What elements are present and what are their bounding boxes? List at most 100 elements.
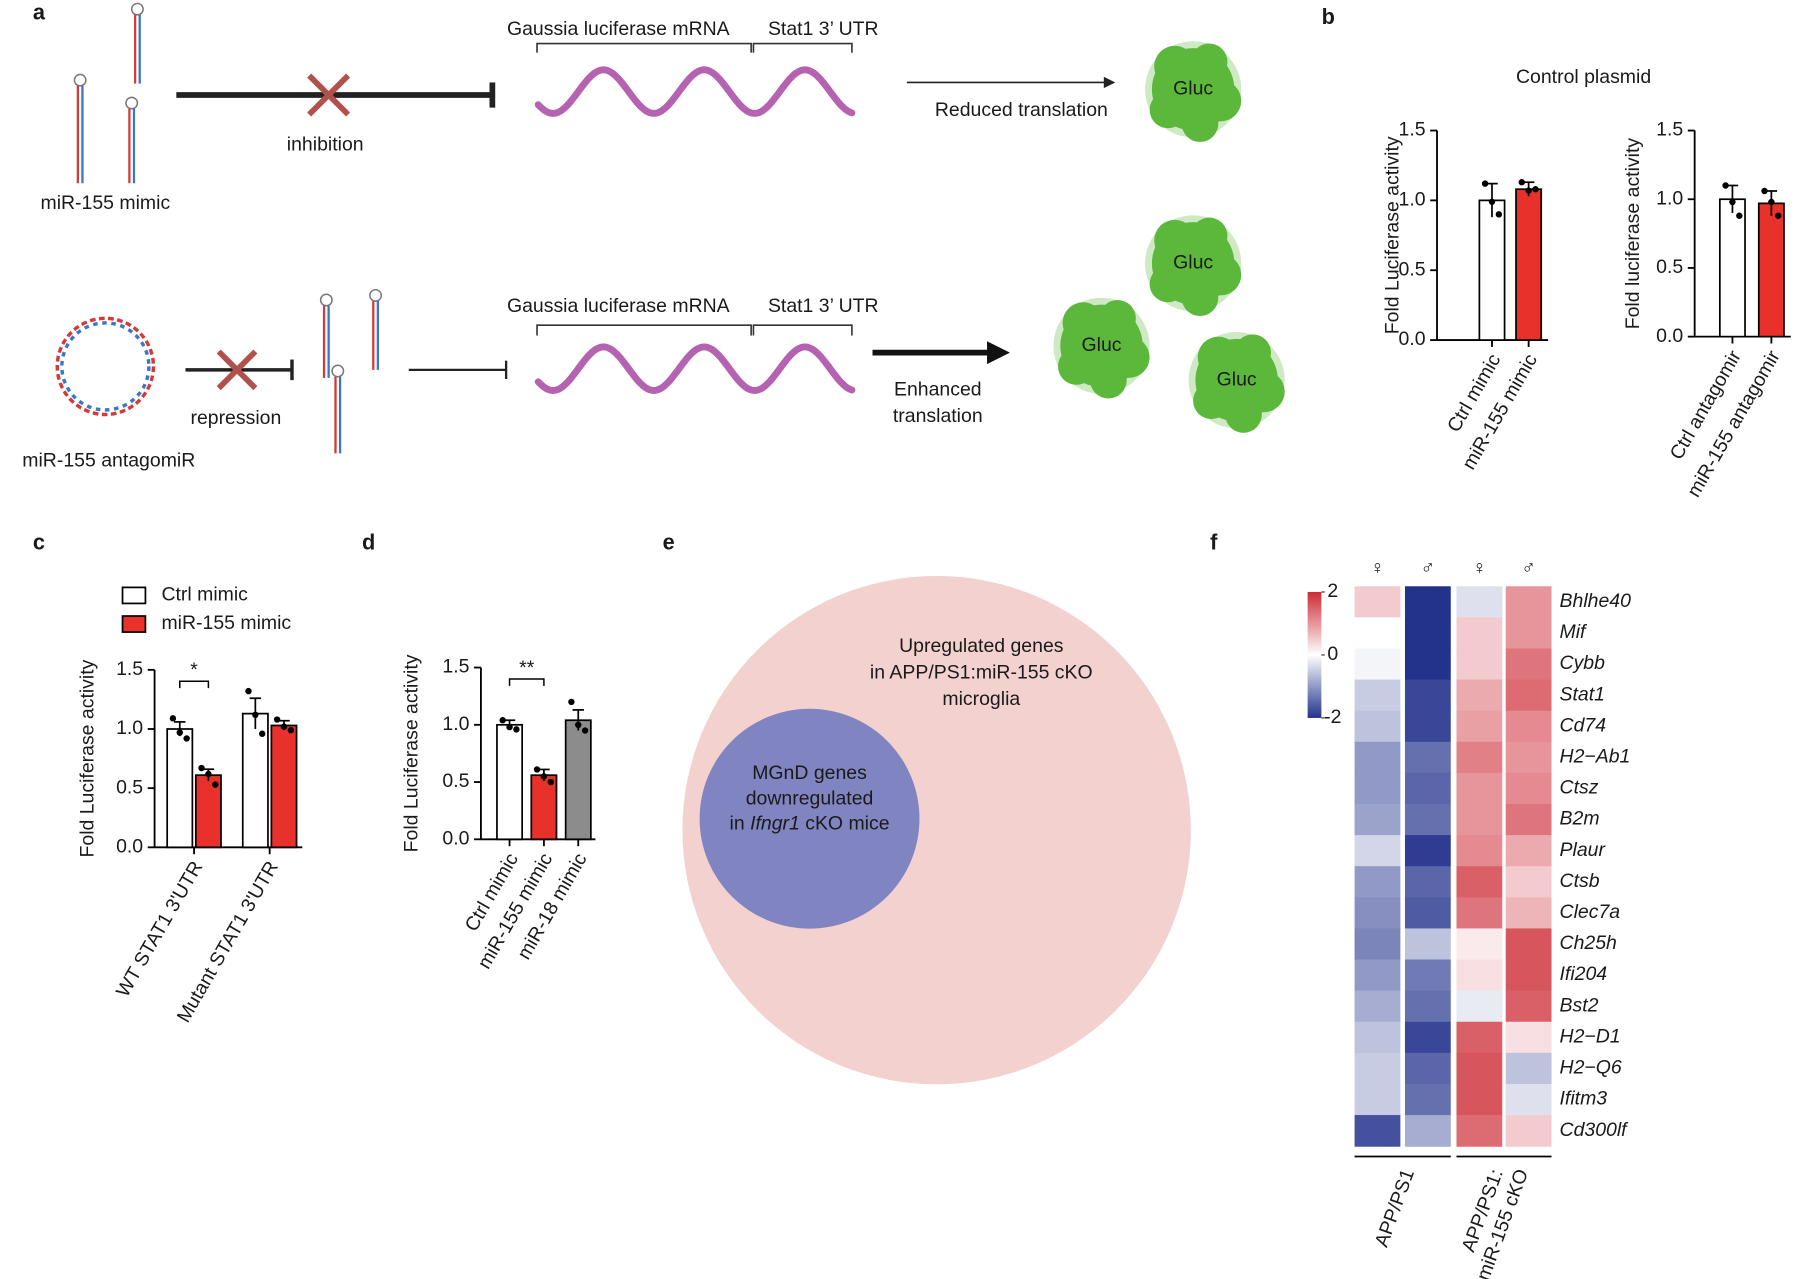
heatmap-cell xyxy=(1505,586,1552,618)
y-tick-label: 0.0 xyxy=(1399,328,1426,350)
heatmap-cell xyxy=(1354,586,1401,618)
heatmap-cell xyxy=(1456,710,1503,743)
heatmap-cell xyxy=(1456,835,1503,867)
hairpin-loop xyxy=(369,288,383,302)
row-label: H2−Ab1 xyxy=(1560,745,1631,767)
heatmap-cell xyxy=(1354,990,1401,1023)
venn-text: downregulated xyxy=(746,787,874,809)
heatmap-cell xyxy=(1354,617,1401,650)
row-label: Cybb xyxy=(1560,652,1606,674)
legend-swatch xyxy=(121,586,147,605)
protein-blob xyxy=(1099,299,1136,337)
y-tick-label: 1.0 xyxy=(442,713,469,735)
data-point xyxy=(540,773,548,780)
protein-blob xyxy=(1190,217,1228,255)
heatmap-cell xyxy=(1354,804,1401,836)
utr-label: Stat1 3’ UTR xyxy=(768,295,879,317)
heatmap-cell xyxy=(1404,928,1451,961)
data-point xyxy=(506,723,513,731)
column-label: ♂ xyxy=(1421,557,1436,579)
heatmap-cell xyxy=(1404,990,1451,1023)
row-label: Stat1 xyxy=(1560,683,1605,705)
bar xyxy=(1478,199,1506,341)
row-label: Bst2 xyxy=(1560,994,1599,1016)
heatmap-cell xyxy=(1456,741,1503,774)
row-label: Bhlhe40 xyxy=(1560,590,1632,612)
heatmap-cell xyxy=(1505,1115,1552,1147)
heatmap-cell xyxy=(1505,835,1552,867)
row-label: Mif xyxy=(1560,621,1589,643)
y-tick-label: 0.5 xyxy=(442,770,469,792)
heatmap-cell xyxy=(1505,1083,1552,1116)
heatmap-cell xyxy=(1404,586,1451,618)
row-label: Cd300lf xyxy=(1560,1119,1630,1141)
legend-swatch xyxy=(121,615,147,633)
legend-label: Ctrl mimic xyxy=(161,584,248,606)
protein-label: Gluc xyxy=(1082,334,1122,356)
hairpin-loop xyxy=(319,293,333,307)
heatmap-cell xyxy=(1404,741,1451,774)
data-point xyxy=(176,729,183,736)
heatmap-cell xyxy=(1404,1115,1451,1147)
panel-label: a xyxy=(33,0,46,24)
data-point xyxy=(1495,211,1503,218)
heatmap-cell xyxy=(1505,897,1552,930)
venn-text: microglia xyxy=(942,688,1020,710)
data-point xyxy=(1722,182,1729,189)
y-tick-label: 1.5 xyxy=(116,658,143,680)
heatmap-cell xyxy=(1505,928,1552,961)
heatmap-cell xyxy=(1354,1021,1401,1054)
heatmap-cell xyxy=(1456,928,1503,961)
outcome-label: translation xyxy=(893,405,983,427)
venn-text: Ifngr1 xyxy=(750,813,800,835)
protein-blob xyxy=(1090,361,1127,399)
heatmap-cell xyxy=(1456,866,1503,898)
heatmap-cell xyxy=(1505,741,1552,774)
data-point xyxy=(1761,187,1768,195)
heatmap-cell xyxy=(1505,959,1552,992)
y-tick-label: 1.0 xyxy=(1399,189,1426,211)
heatmap-cell xyxy=(1505,804,1552,836)
bar xyxy=(1757,202,1785,338)
heatmap-cell xyxy=(1404,1021,1451,1054)
heatmap-cell xyxy=(1456,617,1503,650)
significance: ** xyxy=(519,657,535,679)
heatmap-cell xyxy=(1456,897,1503,930)
rna-label: miR-155 mimic xyxy=(40,192,170,214)
y-tick-label: 1.5 xyxy=(442,656,469,678)
heatmap-cell xyxy=(1404,959,1451,992)
y-tick-label: 0.5 xyxy=(116,776,143,798)
hairpin-loop xyxy=(125,96,139,110)
colorbar-label: -2 xyxy=(1324,706,1341,728)
data-point xyxy=(1518,179,1525,186)
data-point xyxy=(259,730,266,737)
plasmid xyxy=(55,316,156,417)
heatmap-cell xyxy=(1456,990,1503,1023)
protein-blob xyxy=(1193,382,1230,420)
data-point xyxy=(513,726,520,733)
bar xyxy=(1515,188,1543,341)
bar xyxy=(270,724,298,849)
data-point xyxy=(547,778,554,786)
row-label: Ifi204 xyxy=(1560,963,1608,985)
heatmap-cell xyxy=(1456,1115,1503,1147)
heatmap-cell xyxy=(1505,1052,1552,1085)
y-tick-label: 0.0 xyxy=(442,827,469,849)
bar xyxy=(166,728,194,849)
y-tick-label: 1.5 xyxy=(1399,119,1426,141)
protein-label: Gluc xyxy=(1217,368,1257,390)
protein-blob xyxy=(1062,302,1104,344)
data-point xyxy=(581,727,589,734)
heatmap-cell xyxy=(1404,617,1451,650)
venn-text: in xyxy=(730,813,751,835)
heatmap-cell xyxy=(1354,772,1401,805)
heatmap-cell xyxy=(1354,1083,1401,1116)
heatmap-cell xyxy=(1505,772,1552,805)
data-point xyxy=(533,766,541,773)
colorbar-label: 2 xyxy=(1327,580,1338,602)
row-label: Plaur xyxy=(1560,839,1607,861)
cross xyxy=(216,349,258,391)
bar xyxy=(496,723,523,841)
bar xyxy=(1718,198,1746,338)
